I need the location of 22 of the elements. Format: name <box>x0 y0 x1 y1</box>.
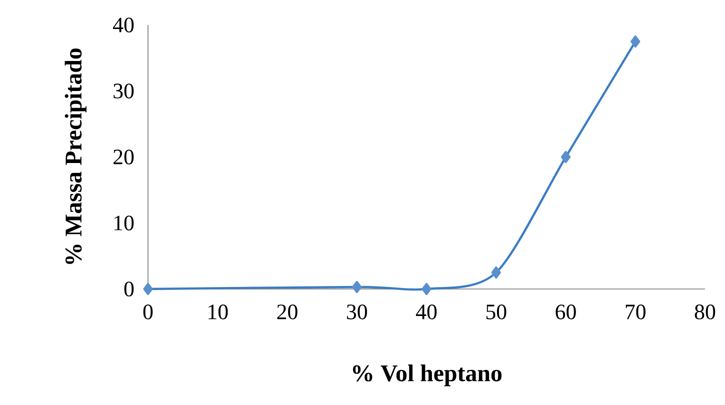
point <box>630 35 640 48</box>
y-tick-label: 0 <box>124 282 134 296</box>
point <box>143 282 153 296</box>
y-tick-label: 10 <box>114 216 134 230</box>
x-tick-label: 20 <box>277 304 298 320</box>
point <box>491 266 501 279</box>
point <box>422 282 432 296</box>
x-axis-title: % Vol heptano <box>353 364 502 386</box>
y-tick-label: 40 <box>112 18 134 32</box>
y-axis-title: % Massa Precipitado <box>64 48 86 264</box>
x-tick-label: 70 <box>626 304 646 320</box>
y-tick-label: 20 <box>114 150 134 164</box>
point <box>560 150 571 164</box>
x-tick-label: 10 <box>208 304 228 320</box>
point <box>352 280 362 294</box>
x-tick-label: 40 <box>416 304 437 320</box>
x-tick-label: 30 <box>346 304 368 320</box>
x-tick-label: 60 <box>556 304 576 320</box>
x-tick-label: 80 <box>694 304 716 320</box>
y-tick-label: 30 <box>114 84 134 98</box>
x-tick-label: 0 <box>143 304 153 320</box>
x-tick-label: 50 <box>486 304 506 320</box>
